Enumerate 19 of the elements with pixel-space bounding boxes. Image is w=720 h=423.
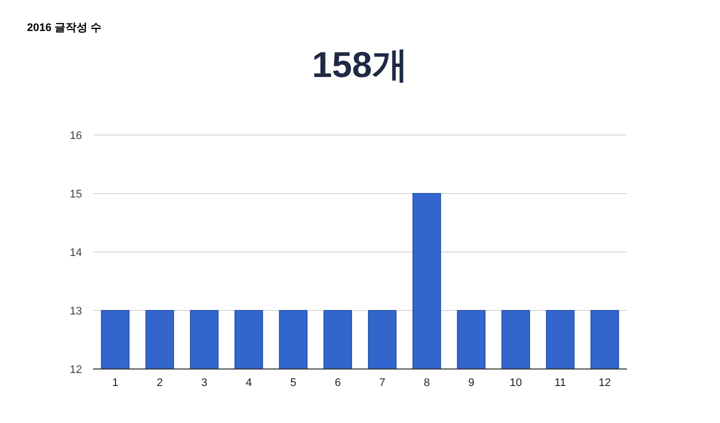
x-tick-label: 7	[379, 377, 386, 389]
x-tick-label: 11	[554, 377, 566, 389]
x-tick-label: 4	[246, 377, 252, 389]
x-tick-label: 10	[510, 377, 522, 389]
chart-title: 2016 글작성 수	[27, 22, 102, 34]
x-tick-label: 2	[156, 377, 163, 389]
x-tick-label: 8	[424, 377, 430, 389]
chart-subtitle: 158개	[312, 44, 408, 85]
y-tick-label: 14	[70, 247, 82, 259]
x-tick-label: 5	[290, 377, 296, 389]
y-tick-label: 15	[70, 188, 82, 200]
y-tick-label: 12	[70, 364, 82, 376]
y-tick-label: 13	[70, 306, 82, 318]
y-tick-label: 16	[70, 130, 82, 142]
x-tick-label: 12	[598, 377, 611, 389]
x-tick-label: 6	[334, 377, 341, 389]
x-tick-label: 1	[112, 377, 118, 389]
x-tick-label: 9	[468, 377, 474, 389]
x-tick-label: 3	[201, 377, 208, 389]
